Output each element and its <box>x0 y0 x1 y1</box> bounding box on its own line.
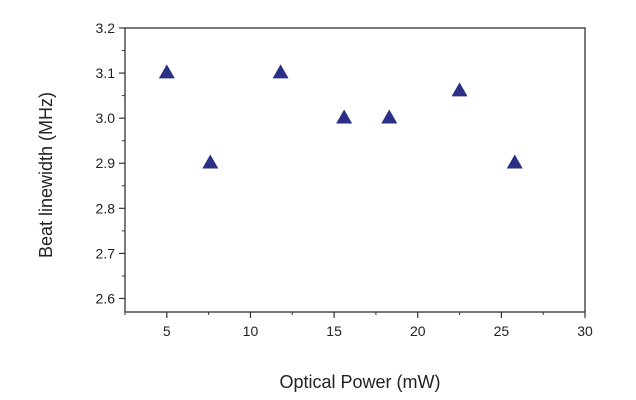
data-point <box>202 154 219 169</box>
x-tick-label: 25 <box>494 323 510 339</box>
data-point <box>272 64 289 79</box>
y-tick-label: 2.9 <box>96 155 116 171</box>
y-tick-label: 3.2 <box>96 20 116 36</box>
data-point <box>451 82 468 97</box>
x-tick-label: 5 <box>163 323 171 339</box>
x-tick-label: 20 <box>410 323 426 339</box>
x-tick-label: 10 <box>243 323 259 339</box>
x-axis: 5 10 15 20 25 30 <box>124 312 593 339</box>
data-point <box>381 109 398 124</box>
plot-border <box>124 27 586 313</box>
x-axis-title: Optical Power (mW) <box>279 372 440 392</box>
y-axis-title: Beat linewidth (MHz) <box>36 92 56 258</box>
data-point <box>158 64 175 79</box>
y-axis: 2.6 2.7 2.8 2.9 3.0 3.1 3.2 <box>96 20 125 306</box>
y-tick-label: 3.0 <box>96 110 116 126</box>
y-tick-label: 2.6 <box>96 290 116 306</box>
x-tick-label: 30 <box>577 323 593 339</box>
y-tick-label: 2.7 <box>96 245 116 261</box>
y-tick-label: 2.8 <box>96 200 116 216</box>
data-point <box>506 154 523 169</box>
y-tick-label: 3.1 <box>96 65 116 81</box>
data-points <box>158 64 523 169</box>
data-point <box>336 109 353 124</box>
plot-frame <box>124 27 586 313</box>
x-tick-label: 15 <box>326 323 342 339</box>
